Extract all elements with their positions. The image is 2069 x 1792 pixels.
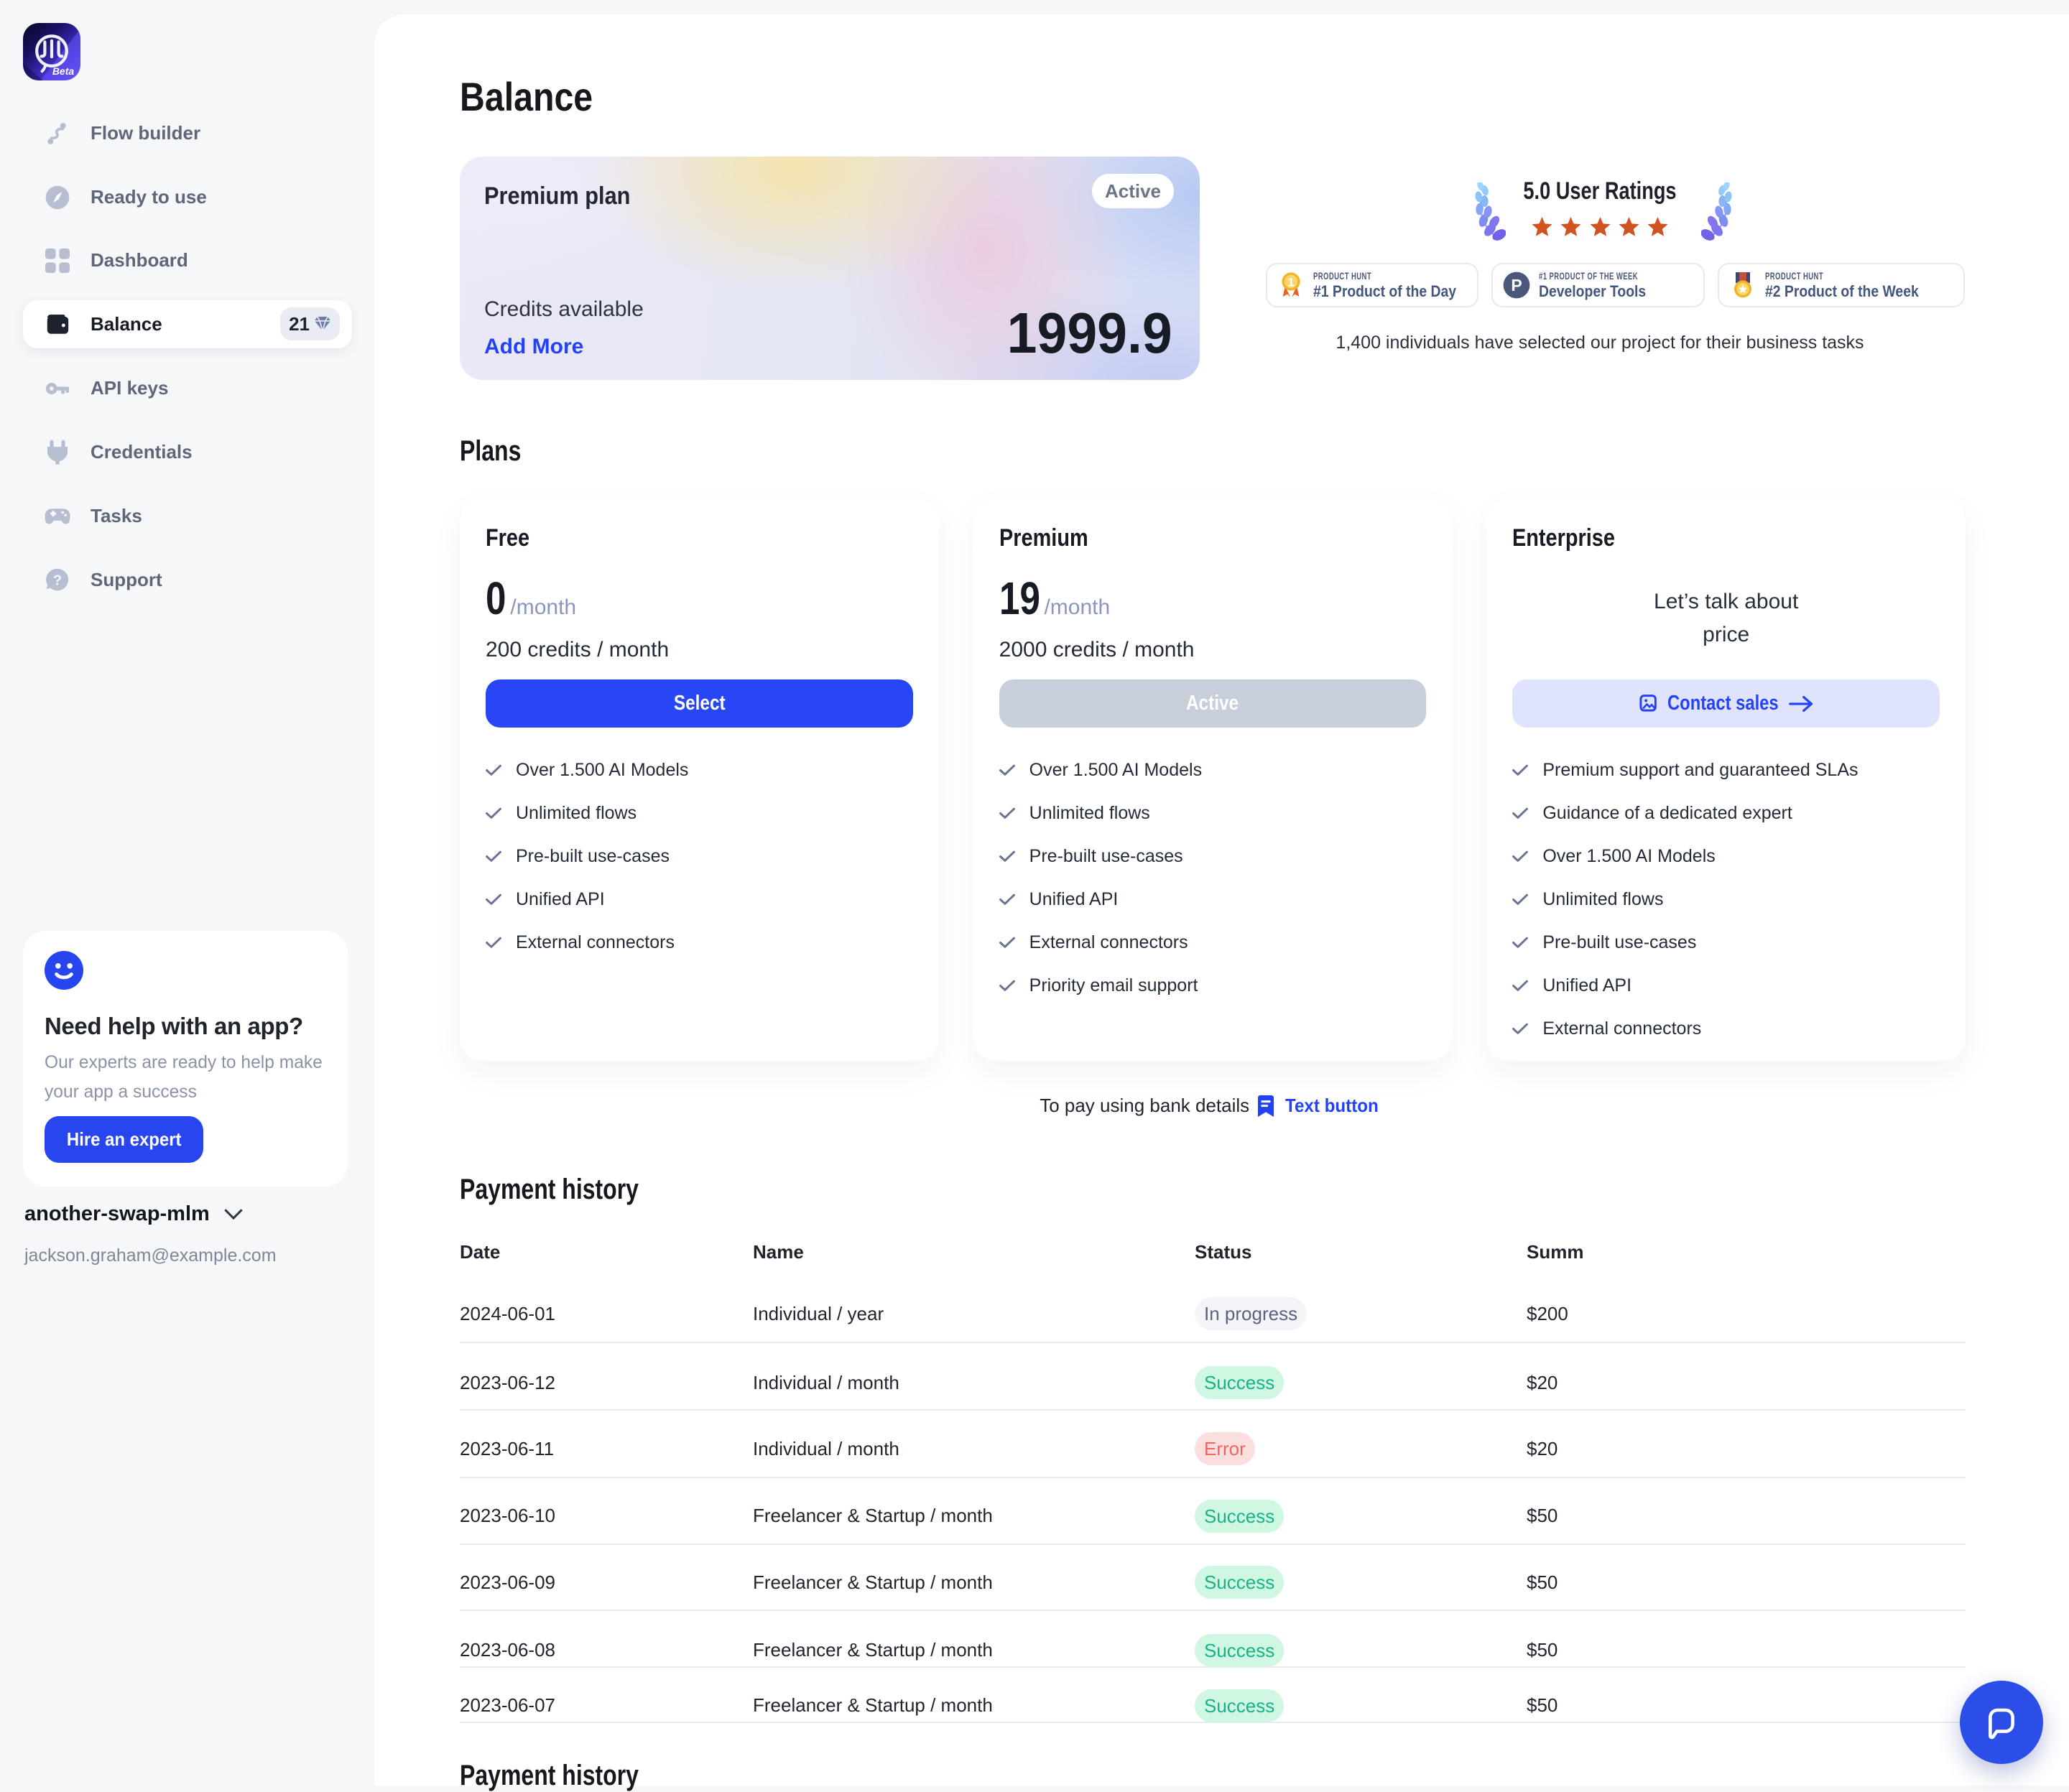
svg-text:Beta: Beta (52, 65, 75, 77)
svg-text:P: P (1511, 276, 1522, 294)
svg-text:1: 1 (1287, 275, 1294, 289)
svg-text:?: ? (53, 572, 62, 588)
